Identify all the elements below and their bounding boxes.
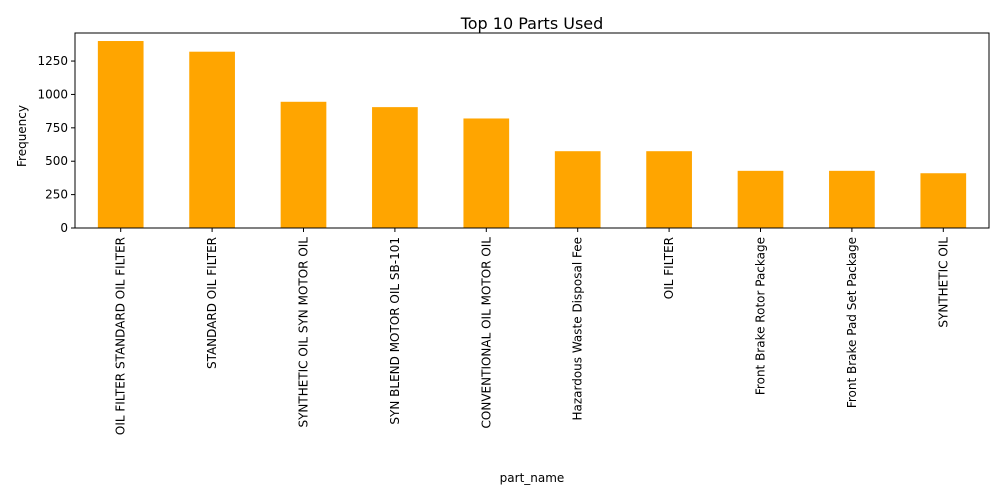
y-tick-label-1: 0 (60, 221, 68, 235)
x-axis-ticks: OIL FILTER STANDARD OIL FILTER STANDARD O… (114, 228, 950, 435)
bar-4 (372, 107, 418, 228)
x-tick-label-3: SYNTHETIC OIL SYN MOTOR OIL (297, 237, 311, 428)
bar-1 (97, 41, 144, 228)
bar-5 (463, 118, 510, 228)
x-tick-label-4: SYN BLEND MOTOR OIL SB-101 (388, 237, 402, 425)
x-tick-label-10: SYNTHETIC OIL (936, 237, 950, 328)
bar-6 (554, 151, 601, 228)
y-tick-label-4: 750 (45, 121, 68, 135)
x-tick-label-7: OIL FILTER (662, 237, 676, 299)
x-tick-label-8: Front Brake Rotor Package (754, 237, 768, 395)
bar-2 (189, 51, 235, 228)
bars-group (97, 41, 967, 228)
y-tick-label-5: 1000 (37, 87, 68, 101)
bar-8 (737, 170, 784, 228)
x-tick-label-2: STANDARD OIL FILTER (205, 237, 219, 369)
bar-9 (829, 170, 875, 228)
y-tick-label-3: 500 (45, 154, 68, 168)
chart-title: Top 10 Parts Used (460, 14, 604, 33)
x-tick-label-1: OIL FILTER STANDARD OIL FILTER (114, 237, 128, 435)
y-tick-label-2: 250 (45, 188, 68, 202)
y-axis-ticks: 0 250 500 750 1000 1250 (37, 54, 75, 235)
x-tick-label-9: Front Brake Pad Set Package (845, 237, 859, 408)
x-axis-label: part_name (500, 471, 565, 485)
plot-frame (74, 32, 990, 229)
x-tick-label-5: CONVENTIONAL OIL MOTOR OIL (479, 237, 493, 429)
bar-3 (280, 101, 327, 228)
y-axis-label: Frequency (15, 105, 29, 167)
bar-7 (646, 151, 692, 228)
x-tick-label-6: Hazardous Waste Disposal Fee (571, 237, 585, 421)
bar-10 (920, 173, 967, 228)
y-tick-label-6: 1250 (37, 54, 68, 68)
